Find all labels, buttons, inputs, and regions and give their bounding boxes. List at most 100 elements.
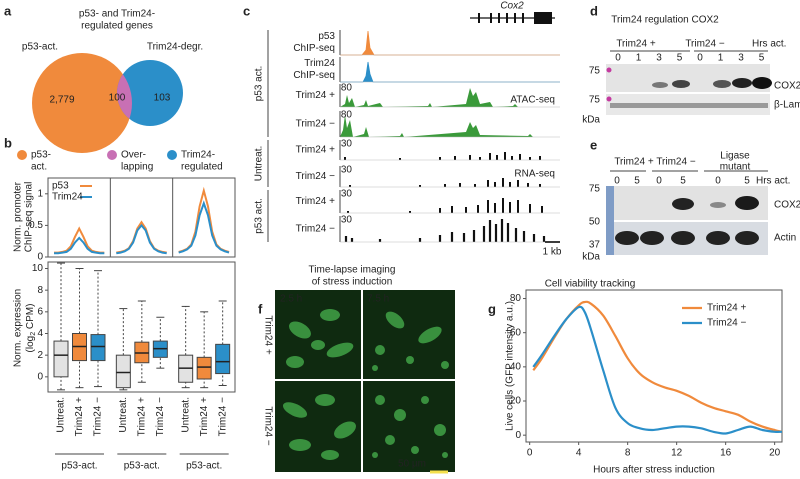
profile-line (116, 223, 167, 255)
legend-label: Trim24 + (707, 303, 747, 314)
cells (282, 309, 449, 460)
legend-label: p53 (52, 181, 69, 192)
profile-line (178, 186, 230, 253)
ladder (606, 186, 614, 255)
venn-label: p53-act. (22, 42, 58, 53)
profile-line (54, 236, 105, 255)
lane-label: 0 (697, 53, 703, 64)
y-tick-label: 2 (37, 350, 43, 361)
track-group: Untreat. (254, 146, 265, 182)
panel-label: d (590, 3, 598, 18)
track-group: p53 act. (254, 198, 265, 234)
blot-group: Trim24 + (614, 157, 654, 168)
track-scale: 80 (341, 83, 353, 94)
y-axis-label: Live cells (GFP intensity a.u.) (505, 301, 516, 431)
track-scale: 80 (341, 110, 353, 121)
protein-label: Actin (774, 233, 796, 244)
label-part: (log (25, 336, 36, 353)
track-scale: 30 (341, 189, 353, 200)
gene-exons (478, 12, 552, 24)
box (53, 340, 69, 378)
group-label: p53-act. (186, 461, 222, 472)
track-name: Trim24 − (296, 119, 336, 130)
legend-label: act. (31, 162, 47, 173)
y-tick-label: 0.5 (29, 220, 43, 231)
blot-group: mutant (720, 162, 751, 173)
image-title: of stress induction (312, 277, 393, 288)
x-tick-label: 0 (527, 448, 533, 459)
track-name: Trim24 − (296, 224, 336, 235)
track-name: Trim24 + (296, 145, 336, 156)
lane-label: 1 (718, 53, 724, 64)
band (706, 231, 730, 245)
lane-label: 5 (677, 53, 683, 64)
figure-content: a b c d e f g p53- and Trim24-regulated genes p5… (4, 1, 800, 476)
box (196, 356, 212, 380)
lane-label: 0 (656, 176, 662, 187)
group-label: p53-act. (61, 461, 97, 472)
venn-count: 103 (154, 93, 171, 104)
track-name: ChIP-seq (293, 43, 335, 54)
y-tick-label: 20 (510, 396, 522, 407)
band (672, 80, 690, 88)
band (652, 82, 668, 88)
panel-label: f (258, 301, 263, 316)
group-label: p53-act. (124, 461, 160, 472)
band (640, 231, 664, 245)
x-tick-label: Trim24 − (217, 397, 228, 437)
panel-label: g (488, 301, 496, 316)
box (90, 334, 106, 362)
marker-label: 75 (589, 66, 601, 77)
x-tick-label: 16 (720, 448, 732, 459)
legend-label: Trim24 (52, 192, 83, 203)
blot-group: Trim24 − (685, 39, 725, 50)
lane-label: 5 (634, 176, 640, 187)
x-tick-label: 12 (671, 448, 683, 459)
time-label: 2.5 h (280, 294, 302, 305)
track-name: Trim24 (304, 58, 335, 69)
x-tick-label: Trim24 + (136, 397, 147, 437)
scale-bar-label: 50 µm (398, 459, 426, 470)
lane-label: 5 (680, 176, 686, 187)
x-tick-label: 4 (576, 448, 582, 459)
band (615, 231, 639, 245)
track-annotation: RNA-seq (514, 169, 555, 180)
lane-label: 1 (636, 53, 642, 64)
x-tick-label: Trim24 + (74, 397, 85, 437)
track-scale: 30 (341, 165, 353, 176)
blot-group: Trim24 + (616, 39, 656, 50)
protein-label: COX2 (774, 200, 800, 211)
venn-count: 2,779 (49, 95, 74, 106)
x-tick-label: Trim24 − (93, 397, 104, 437)
marker-unit: kDa (582, 252, 600, 263)
protein-label: COX2 (774, 81, 800, 92)
legend-label: p53- (31, 150, 51, 161)
lane-label: 5 (759, 53, 765, 64)
label-part: CPM) (25, 304, 36, 332)
legend-dot (107, 150, 117, 160)
venn-set (117, 60, 183, 126)
band (610, 103, 768, 108)
band (732, 78, 752, 88)
band (735, 196, 759, 210)
scale-bar-label: 1 kb (543, 247, 562, 258)
y-tick-label: 1 (37, 188, 43, 199)
rna-signal (347, 198, 543, 213)
band (710, 202, 726, 208)
x-tick-label: Untreat. (118, 397, 129, 433)
plot-frame (525, 289, 783, 443)
lane-label: 0 (614, 176, 620, 187)
venn-title: regulated genes (81, 21, 153, 32)
chip-signal (340, 61, 560, 83)
track-name: Trim24 + (296, 196, 336, 207)
blot-condition: Hrs act. (756, 176, 790, 187)
marker-unit: kDa (582, 115, 600, 126)
panel-label: e (590, 137, 597, 152)
track-scale: 30 (341, 139, 353, 150)
y-tick-label: 6 (37, 306, 43, 317)
track-name: p53 (318, 31, 335, 42)
band (671, 231, 695, 245)
band (672, 198, 694, 210)
ladder (606, 67, 612, 73)
